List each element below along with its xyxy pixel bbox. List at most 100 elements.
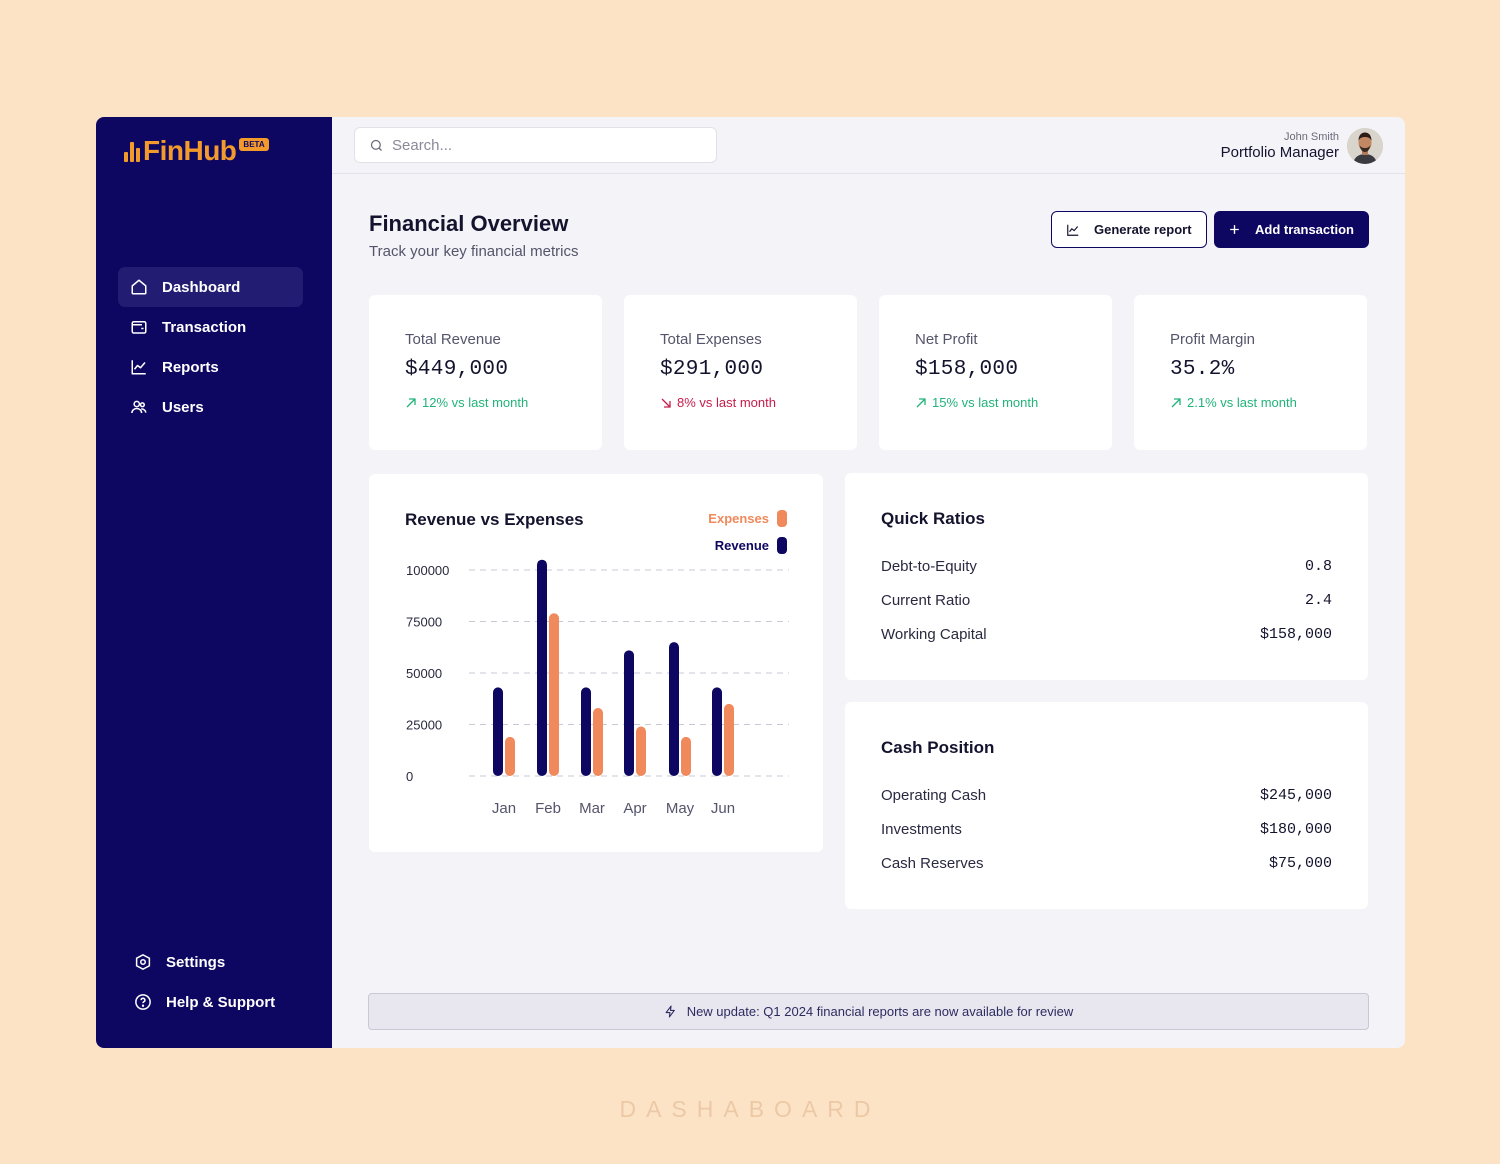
legend-label: Expenses <box>708 510 769 526</box>
x-tick-label: Jun <box>711 800 735 817</box>
bar-expenses <box>505 736 515 776</box>
wallet-icon <box>129 317 149 337</box>
stat-trend: 2.1% vs last month <box>1170 395 1367 410</box>
trend-down-icon <box>660 397 672 409</box>
ratio-row: Current Ratio 2.4 <box>881 583 1332 617</box>
bar-revenue <box>537 559 547 776</box>
user-menu[interactable]: John Smith Portfolio Manager <box>1221 128 1383 164</box>
ratio-label: Working Capital <box>881 625 987 643</box>
stat-trend: 8% vs last month <box>660 395 857 410</box>
cash-value: $180,000 <box>1259 820 1332 838</box>
legend-item-revenue[interactable]: Revenue <box>708 536 787 554</box>
plus-icon <box>1228 223 1241 236</box>
sidebar-item-help[interactable]: Help & Support <box>122 982 307 1022</box>
stat-trend-text: 15% vs last month <box>932 395 1039 410</box>
gear-icon <box>133 952 153 972</box>
line-chart-icon <box>129 357 149 377</box>
cash-position-card: Cash Position Operating Cash $245,000 In… <box>845 702 1368 909</box>
generate-report-label: Generate report <box>1094 222 1192 237</box>
help-icon <box>133 992 153 1012</box>
x-tick-label: Mar <box>579 800 605 817</box>
main-content: John Smith Portfolio Manager Financial <box>332 117 1405 1048</box>
stat-trend-text: 2.1% vs last month <box>1187 395 1297 410</box>
bar-expenses <box>636 726 646 776</box>
x-tick-label: Apr <box>623 800 646 817</box>
stat-value: 35.2% <box>1170 358 1235 381</box>
ratio-row: Debt-to-Equity 0.8 <box>881 549 1332 583</box>
revenue-expenses-chart-card: 0 25000 50000 75000 100000 Jan Feb Mar Apr May Jun… <box>369 474 823 852</box>
stat-label: Net Profit <box>915 331 978 348</box>
y-tick-label: 25000 <box>406 718 442 733</box>
sidebar-item-label: Transaction <box>162 318 247 336</box>
y-tick-label: 100000 <box>406 563 449 578</box>
legend-label: Revenue <box>714 537 769 553</box>
sidebar-nav: Dashboard Transaction Reports Users <box>118 267 303 427</box>
stat-trend: 12% vs last month <box>405 395 602 410</box>
sidebar-item-label: Settings <box>166 953 226 971</box>
stat-card-total-expenses: Total Expenses $291,000 8% vs last month <box>624 295 857 450</box>
stat-card-profit-margin: Profit Margin 35.2% 2.1% vs last month <box>1134 295 1367 450</box>
ratio-value: $158,000 <box>1259 625 1332 643</box>
legend-swatch <box>777 536 787 554</box>
lightning-icon <box>664 1005 677 1018</box>
x-tick-label: Feb <box>535 800 561 817</box>
generate-report-button[interactable]: Generate report <box>1051 211 1207 248</box>
quick-ratios-card: Quick Ratios Debt-to-Equity 0.8 Current … <box>845 473 1368 680</box>
legend-swatch <box>777 509 787 527</box>
page-subtitle: Track your key financial metrics <box>369 243 579 260</box>
stat-value: $158,000 <box>915 358 1019 381</box>
page-header: Financial Overview Track your key financ… <box>369 211 579 260</box>
sidebar-item-transaction[interactable]: Transaction <box>118 307 303 347</box>
stat-value: $291,000 <box>660 358 764 381</box>
update-banner[interactable]: New update: Q1 2024 financial reports ar… <box>368 993 1369 1030</box>
legend-item-expenses[interactable]: Expenses <box>708 509 787 527</box>
bar-expenses <box>681 736 691 776</box>
ratio-row: Working Capital $158,000 <box>881 617 1332 651</box>
stat-card-total-revenue: Total Revenue $449,000 12% vs last month <box>369 295 602 450</box>
sidebar-item-label: Reports <box>162 358 219 376</box>
sidebar-bottom-nav: Settings Help & Support <box>122 942 307 1022</box>
sidebar-item-dashboard[interactable]: Dashboard <box>118 267 303 307</box>
sidebar-item-reports[interactable]: Reports <box>118 347 303 387</box>
cash-row: Cash Reserves $75,000 <box>881 846 1332 880</box>
footer-caption: DASHABOARD <box>619 1096 881 1122</box>
ratio-value: 0.8 <box>1304 557 1332 575</box>
logo-bars-icon <box>124 140 140 162</box>
cash-value: $245,000 <box>1259 786 1332 804</box>
users-icon <box>129 397 149 417</box>
stat-label: Total Revenue <box>405 331 501 348</box>
add-transaction-label: Add transaction <box>1255 222 1354 237</box>
home-icon <box>129 277 149 297</box>
stat-value: $449,000 <box>405 358 509 381</box>
ratio-label: Debt-to-Equity <box>881 557 977 575</box>
search-input[interactable] <box>392 136 692 154</box>
chart-icon <box>1066 223 1080 237</box>
sidebar-item-label: Help & Support <box>166 993 276 1011</box>
cash-value: $75,000 <box>1268 854 1332 872</box>
trend-up-icon <box>1170 397 1182 409</box>
app-window: FinHub BETA Dashboard Transaction Rep <box>96 117 1405 1048</box>
sidebar-item-users[interactable]: Users <box>118 387 303 427</box>
quick-ratios-title: Quick Ratios <box>881 509 985 528</box>
sidebar-item-settings[interactable]: Settings <box>122 942 307 982</box>
banner-text: New update: Q1 2024 financial reports ar… <box>686 1004 1074 1019</box>
stat-label: Total Expenses <box>660 331 762 348</box>
add-transaction-button[interactable]: Add transaction <box>1214 211 1369 248</box>
search-icon <box>369 138 384 153</box>
search-box[interactable] <box>354 127 717 163</box>
stat-trend: 15% vs last month <box>915 395 1112 410</box>
bar-revenue <box>624 650 634 776</box>
cash-label: Operating Cash <box>881 786 987 804</box>
stat-label: Profit Margin <box>1170 331 1256 348</box>
avatar[interactable] <box>1347 128 1383 164</box>
y-tick-label: 0 <box>406 769 413 784</box>
sidebar-item-label: Users <box>162 398 204 416</box>
user-name: John Smith <box>1283 131 1339 143</box>
beta-badge: BETA <box>239 137 269 151</box>
x-tick-label: Jan <box>492 800 516 817</box>
cash-row: Operating Cash $245,000 <box>881 778 1332 812</box>
brand-logo[interactable]: FinHub BETA <box>124 135 269 167</box>
cash-label: Cash Reserves <box>881 854 984 872</box>
y-tick-label: 50000 <box>406 666 442 681</box>
stat-card-net-profit: Net Profit $158,000 15% vs last month <box>879 295 1112 450</box>
